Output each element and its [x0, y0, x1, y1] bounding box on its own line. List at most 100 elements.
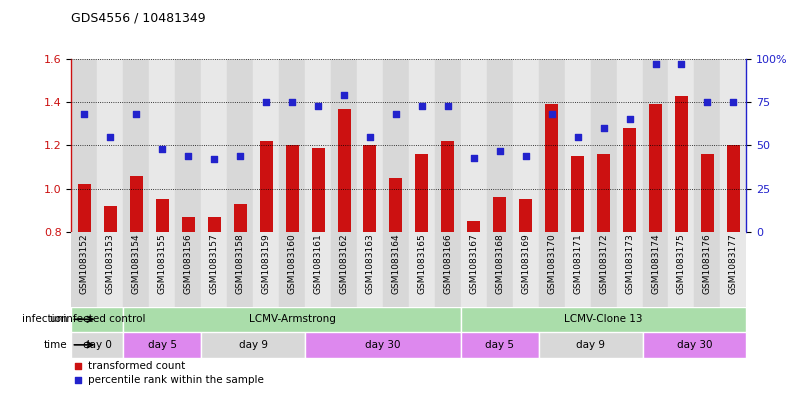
Bar [305, 232, 331, 307]
Bar [720, 232, 746, 307]
Text: day 30: day 30 [365, 340, 401, 350]
Text: LCMV-Armstrong: LCMV-Armstrong [249, 314, 336, 324]
Bar [591, 59, 617, 232]
Bar [461, 332, 538, 358]
Bar [149, 232, 175, 307]
Point [71, 363, 84, 369]
Bar [98, 232, 123, 307]
Bar [701, 154, 714, 232]
Bar [98, 59, 123, 232]
Bar [720, 59, 746, 232]
Bar [253, 59, 279, 232]
Bar [130, 176, 143, 232]
Text: GSM1083157: GSM1083157 [210, 233, 218, 294]
Bar [487, 59, 513, 232]
Bar [435, 59, 461, 232]
Bar [311, 147, 325, 232]
Bar [71, 232, 98, 307]
Bar [669, 232, 695, 307]
Bar [565, 59, 591, 232]
Point [468, 154, 480, 161]
Text: GSM1083175: GSM1083175 [677, 233, 686, 294]
Bar [642, 332, 746, 358]
Text: LCMV-Clone 13: LCMV-Clone 13 [565, 314, 643, 324]
Bar [409, 59, 435, 232]
Bar [519, 199, 532, 232]
Bar [565, 232, 591, 307]
Bar [227, 232, 253, 307]
Point [337, 92, 350, 98]
Bar [305, 332, 461, 358]
Text: GSM1083155: GSM1083155 [158, 233, 167, 294]
Bar [675, 96, 688, 232]
Bar [493, 197, 507, 232]
Text: GSM1083154: GSM1083154 [132, 233, 141, 294]
Bar [201, 232, 227, 307]
Bar [364, 145, 376, 232]
Bar [669, 59, 695, 232]
Bar [695, 232, 720, 307]
Text: day 5: day 5 [148, 340, 177, 350]
Point [441, 103, 454, 109]
Bar [123, 59, 149, 232]
Point [623, 116, 636, 123]
Bar [389, 178, 403, 232]
Text: infection: infection [22, 314, 67, 324]
Text: GSM1083166: GSM1083166 [443, 233, 453, 294]
Text: GSM1083170: GSM1083170 [547, 233, 556, 294]
Bar [156, 199, 169, 232]
Point [519, 152, 532, 159]
Text: GSM1083152: GSM1083152 [80, 233, 89, 294]
Text: transformed count: transformed count [88, 362, 186, 371]
Bar [71, 59, 98, 232]
Bar [642, 59, 669, 232]
Bar [461, 59, 487, 232]
Bar [104, 206, 117, 232]
Text: percentile rank within the sample: percentile rank within the sample [88, 375, 264, 385]
Bar [571, 156, 584, 232]
Text: GSM1083176: GSM1083176 [703, 233, 712, 294]
Bar [617, 232, 642, 307]
Point [78, 111, 91, 118]
Text: GSM1083158: GSM1083158 [236, 233, 245, 294]
Bar [513, 232, 538, 307]
Text: GSM1083159: GSM1083159 [262, 233, 271, 294]
Bar [253, 232, 279, 307]
Bar [461, 307, 746, 332]
Bar [182, 217, 195, 232]
Point [390, 111, 403, 118]
Bar [357, 59, 383, 232]
Point [286, 99, 299, 105]
Bar [78, 184, 91, 232]
Point [727, 99, 740, 105]
Bar [487, 232, 513, 307]
Bar [415, 154, 429, 232]
Text: GSM1083162: GSM1083162 [340, 233, 349, 294]
Text: GDS4556 / 10481349: GDS4556 / 10481349 [71, 12, 206, 25]
Point [71, 377, 84, 384]
Point [545, 111, 558, 118]
Point [104, 134, 117, 140]
Text: GSM1083167: GSM1083167 [469, 233, 478, 294]
Bar [617, 59, 642, 232]
Text: day 5: day 5 [485, 340, 515, 350]
Bar [149, 59, 175, 232]
Text: day 9: day 9 [576, 340, 605, 350]
Bar [201, 59, 227, 232]
Text: GSM1083160: GSM1083160 [287, 233, 297, 294]
Bar [461, 232, 487, 307]
Text: GSM1083156: GSM1083156 [183, 233, 193, 294]
Bar [331, 59, 357, 232]
Bar [123, 307, 461, 332]
Text: GSM1083172: GSM1083172 [599, 233, 608, 294]
Text: uninfected control: uninfected control [50, 314, 145, 324]
Point [597, 125, 610, 131]
Text: GSM1083165: GSM1083165 [418, 233, 426, 294]
Text: day 30: day 30 [676, 340, 712, 350]
Bar [468, 221, 480, 232]
Point [701, 99, 714, 105]
Bar [642, 232, 669, 307]
Bar [591, 232, 617, 307]
Bar [123, 232, 149, 307]
Bar [727, 145, 740, 232]
